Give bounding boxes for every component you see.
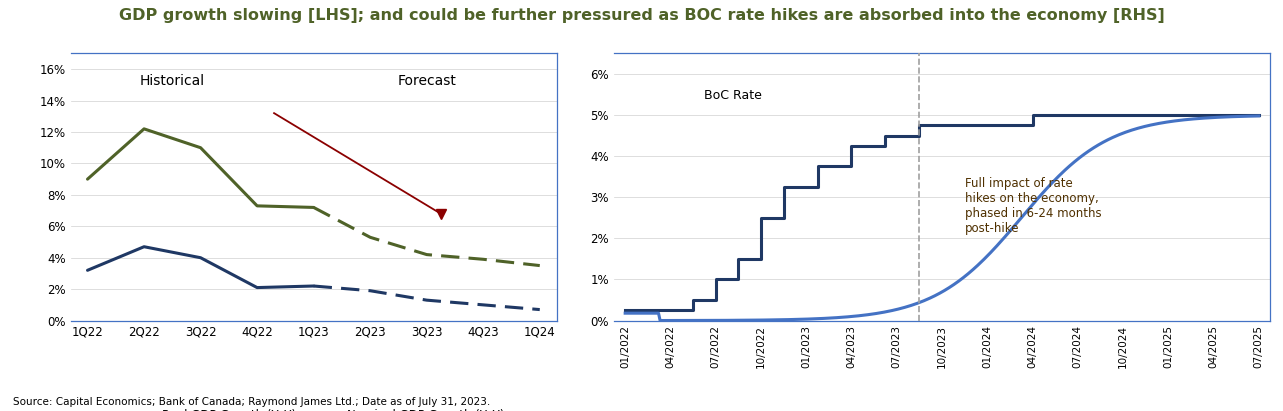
- Text: GDP growth slowing [LHS]; and could be further pressured as BOC rate hikes are a: GDP growth slowing [LHS]; and could be f…: [118, 8, 1165, 23]
- Text: Source: Capital Economics; Bank of Canada; Raymond James Ltd.; Date as of July 3: Source: Capital Economics; Bank of Canad…: [13, 397, 490, 407]
- Text: Historical: Historical: [140, 74, 205, 88]
- Legend: Real GDP Growth (YoY), Nominal GDP Growth (YoY): Real GDP Growth (YoY), Nominal GDP Growt…: [118, 404, 509, 411]
- Text: Full impact of rate
hikes on the economy,
phased in 6-24 months
post-hike: Full impact of rate hikes on the economy…: [965, 176, 1101, 235]
- Text: Forecast: Forecast: [398, 74, 457, 88]
- Text: BoC Rate: BoC Rate: [704, 89, 762, 102]
